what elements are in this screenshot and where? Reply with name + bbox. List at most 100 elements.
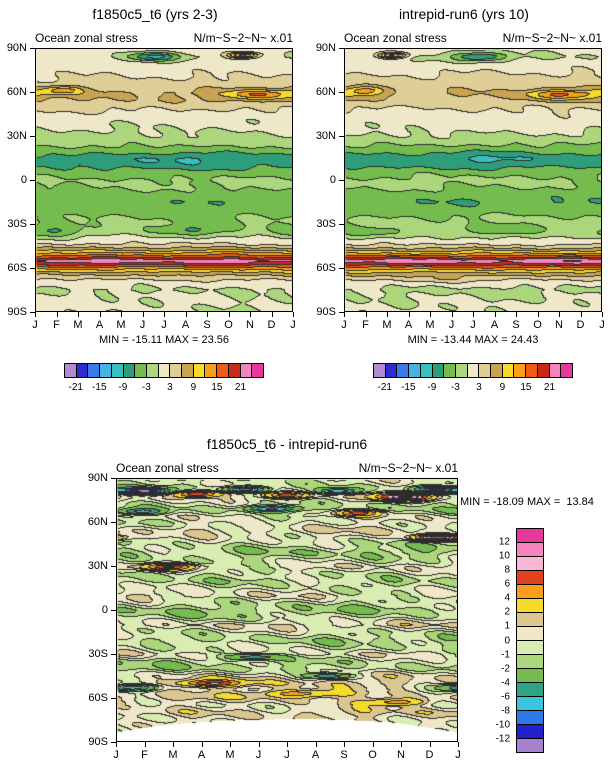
colorbar-box <box>181 364 193 377</box>
y-tick <box>30 312 35 313</box>
contour-canvas <box>344 48 602 312</box>
x-tick <box>121 312 122 317</box>
y-tick <box>111 610 116 611</box>
x-tick-label: D <box>576 319 585 331</box>
colorbar-label: -6 <box>501 691 510 703</box>
colorbar-label: -15 <box>92 382 107 393</box>
colorbar-box <box>536 364 549 377</box>
x-tick <box>365 312 367 317</box>
colorbar-box <box>525 364 537 377</box>
y-tick-label: 90S <box>88 736 108 748</box>
x-tick-label: N <box>246 319 254 331</box>
colorbar-box <box>408 364 420 377</box>
colorbar-label: -3 <box>450 382 460 393</box>
y-tick-label: 90S <box>7 306 27 318</box>
x-tick-label: O <box>533 319 542 331</box>
y-tick-label: 0 <box>101 604 108 616</box>
colorbar-box <box>490 364 502 377</box>
x-tick-label: N <box>397 749 405 761</box>
x-tick <box>78 312 79 317</box>
x-tick <box>164 312 165 317</box>
colorbar-label: 6 <box>504 578 510 590</box>
y-tick-label: 30S <box>316 218 336 230</box>
x-tick <box>228 312 230 317</box>
colorbar-box <box>134 364 146 377</box>
subtitle-row: Ocean zonal stress N/m~S~2~N~ x.01 <box>35 31 293 45</box>
y-tick <box>339 48 344 49</box>
colorbar-box <box>517 626 543 640</box>
x-tick <box>35 312 36 317</box>
colorbar-box <box>157 364 170 377</box>
x-tick-label: J <box>139 319 146 331</box>
x-tick <box>401 742 402 747</box>
x-tick-label: J <box>161 319 167 331</box>
colorbar-box <box>99 364 111 377</box>
x-tick-label: D <box>425 749 434 761</box>
panel-title: f1850c5_t6 (yrs 2-3) <box>92 6 218 22</box>
x-tick <box>430 312 431 317</box>
colorbar-box <box>239 364 252 377</box>
colorbar-box <box>227 364 240 377</box>
x-tick <box>387 312 388 317</box>
colorbar-label: 21 <box>543 382 556 393</box>
colorbar: -21 -15 -9 -3 3 9 15 21 <box>373 363 573 393</box>
contour-plot: J F M A M J J A S O N D J 90N 60N 30N 0 30S 60S 90S <box>7 42 296 331</box>
colorbar-box <box>419 364 432 377</box>
colorbar-box <box>87 364 100 377</box>
x-tick <box>258 742 260 747</box>
colorbar-label: -21 <box>68 382 83 393</box>
colorbar-box <box>517 529 543 542</box>
y-tick-label: 60S <box>88 692 108 704</box>
colorbar-box <box>517 612 543 626</box>
colorbar-box <box>517 738 543 752</box>
x-tick <box>516 312 517 317</box>
y-tick <box>111 698 116 699</box>
y-tick <box>30 224 35 225</box>
colorbar-box <box>517 710 543 724</box>
x-tick <box>494 312 496 317</box>
colorbar-label: -9 <box>427 382 437 393</box>
colorbar-box <box>517 724 543 738</box>
x-tick-label: J <box>290 319 296 331</box>
y-tick-label: 60N <box>6 86 27 98</box>
colorbar-label: 15 <box>211 382 223 393</box>
y-tick-label: 60N <box>87 516 108 528</box>
left-string: Ocean zonal stress <box>35 31 138 45</box>
x-tick-label: A <box>181 319 190 331</box>
x-tick-label: M <box>73 319 83 331</box>
x-tick-label: J <box>32 319 38 331</box>
x-tick <box>458 742 459 747</box>
colorbar-box <box>517 556 543 570</box>
x-tick <box>207 312 208 317</box>
x-tick-label: M <box>168 749 178 761</box>
colorbar-box <box>204 364 217 377</box>
x-tick <box>116 742 117 747</box>
x-tick-label: M <box>382 319 392 331</box>
right-string: N/m~S~2~N~ x.01 <box>193 31 293 45</box>
colorbar-box <box>548 364 561 377</box>
x-tick-label: A <box>311 749 320 761</box>
x-tick-label: S <box>512 319 520 331</box>
colorbar-box <box>65 364 76 377</box>
y-tick-label: 60S <box>316 262 336 274</box>
y-tick <box>339 268 344 269</box>
colorbar-box <box>110 364 123 377</box>
x-tick <box>201 742 203 747</box>
colorbar-label: 10 <box>498 550 510 562</box>
subtitle-row: Ocean zonal stress N/m~S~2~N~ x.01 <box>116 461 458 475</box>
colorbar-label: -10 <box>495 719 510 731</box>
x-tick <box>580 312 582 317</box>
stats-text: MIN = -15.11 MAX = 23.56 <box>98 334 230 346</box>
x-tick-label: J <box>470 319 476 331</box>
stats-text: MIN = -13.44 MAX = 24.43 <box>407 334 539 346</box>
y-tick-label: 0 <box>20 174 27 186</box>
y-tick <box>339 92 344 93</box>
x-tick-label: J <box>448 319 455 331</box>
colorbar-box <box>517 542 543 556</box>
x-tick-label: J <box>255 749 262 761</box>
x-tick-label: F <box>362 319 369 331</box>
colorbar-box <box>560 364 572 377</box>
y-tick-label: 30S <box>88 648 108 660</box>
colorbar-boxes <box>516 528 544 753</box>
colorbar-label: 3 <box>167 382 173 393</box>
